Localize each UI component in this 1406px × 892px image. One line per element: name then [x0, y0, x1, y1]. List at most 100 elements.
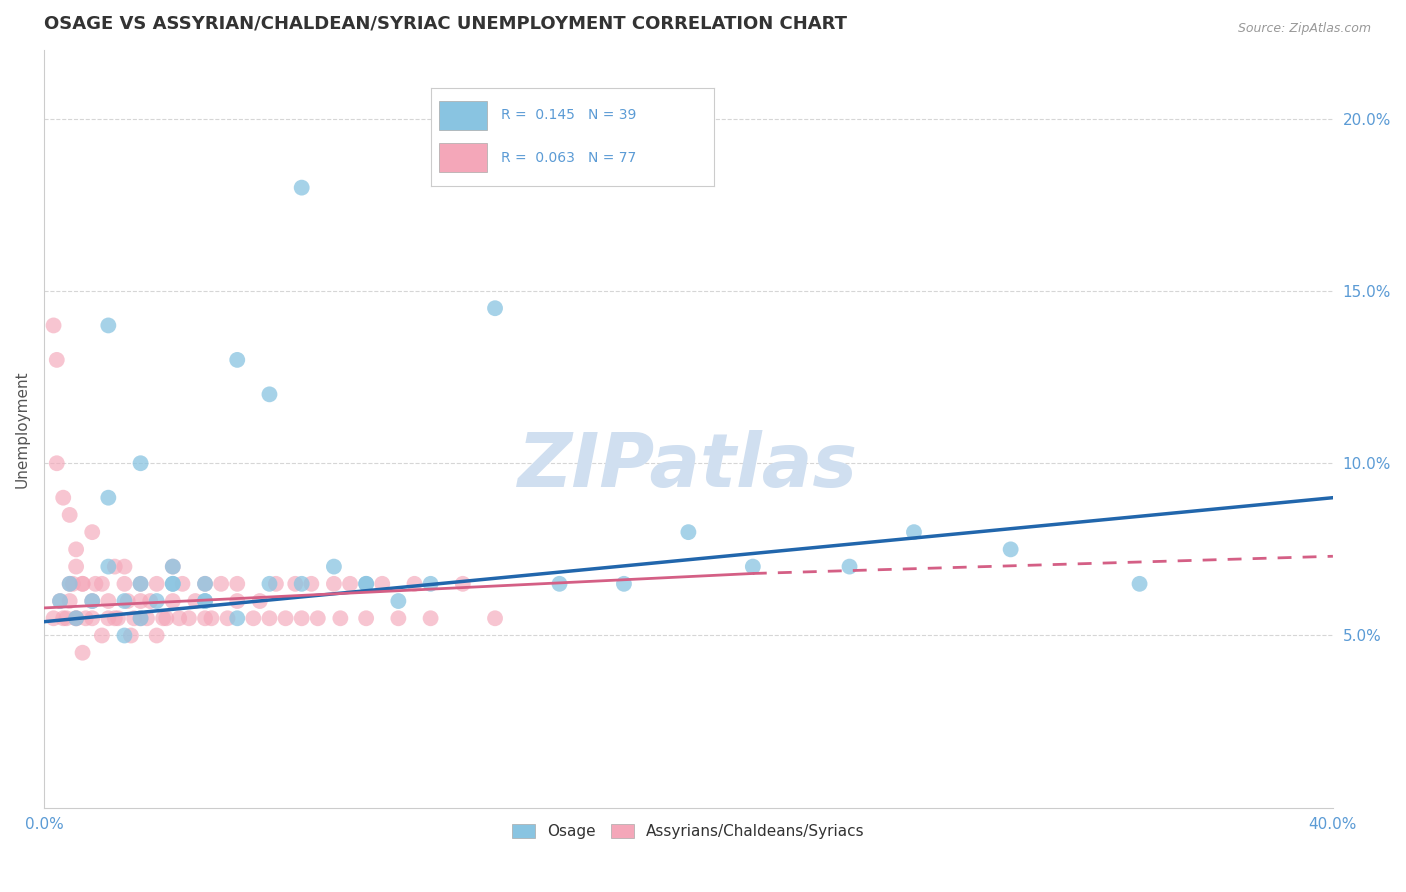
Point: [129, 577, 152, 591]
Point: [404, 577, 426, 591]
Point: [52, 611, 75, 625]
Point: [129, 594, 152, 608]
Point: [451, 577, 474, 591]
Point: [82, 611, 104, 625]
Point: [167, 611, 190, 625]
Point: [59, 594, 82, 608]
Point: [419, 611, 441, 625]
Point: [291, 611, 314, 625]
Point: [291, 577, 314, 591]
Point: [62, 577, 84, 591]
Point: [484, 301, 506, 316]
Point: [259, 387, 281, 401]
Point: [45, 456, 67, 470]
Point: [329, 611, 352, 625]
Point: [97, 559, 120, 574]
Point: [299, 577, 322, 591]
Point: [194, 594, 217, 608]
Point: [104, 559, 127, 574]
Point: [354, 611, 377, 625]
Point: [194, 577, 217, 591]
Point: [42, 611, 65, 625]
Point: [82, 594, 104, 608]
Point: [226, 577, 249, 591]
Point: [129, 577, 152, 591]
Y-axis label: Unemployment: Unemployment: [15, 370, 30, 488]
Point: [55, 611, 77, 625]
Point: [129, 456, 152, 470]
Point: [129, 611, 152, 625]
Point: [107, 611, 129, 625]
Text: OSAGE VS ASSYRIAN/CHALDEAN/SYRIAC UNEMPLOYMENT CORRELATION CHART: OSAGE VS ASSYRIAN/CHALDEAN/SYRIAC UNEMPL…: [44, 15, 846, 33]
Point: [122, 611, 145, 625]
Point: [72, 646, 94, 660]
Point: [194, 577, 217, 591]
Point: [145, 594, 167, 608]
Point: [90, 628, 112, 642]
Point: [65, 559, 87, 574]
Point: [177, 611, 200, 625]
Point: [1000, 542, 1022, 557]
Point: [838, 559, 860, 574]
Point: [139, 594, 162, 608]
Point: [65, 611, 87, 625]
Point: [75, 611, 97, 625]
Point: [65, 542, 87, 557]
Point: [226, 611, 249, 625]
Point: [114, 559, 136, 574]
Point: [259, 577, 281, 591]
Point: [162, 559, 184, 574]
Point: [104, 611, 127, 625]
Point: [172, 577, 194, 591]
Point: [90, 577, 112, 591]
Point: [97, 491, 120, 505]
Point: [322, 577, 344, 591]
Point: [82, 525, 104, 540]
Point: [114, 577, 136, 591]
Point: [162, 577, 184, 591]
Point: [152, 611, 174, 625]
Point: [1128, 577, 1150, 591]
Point: [903, 525, 925, 540]
Point: [52, 491, 75, 505]
Point: [45, 352, 67, 367]
Point: [200, 611, 222, 625]
Point: [155, 611, 177, 625]
Point: [249, 594, 271, 608]
Point: [284, 577, 307, 591]
Point: [484, 611, 506, 625]
Point: [548, 577, 571, 591]
Point: [419, 577, 441, 591]
Point: [387, 594, 409, 608]
Point: [162, 594, 184, 608]
Point: [209, 577, 232, 591]
Point: [264, 577, 287, 591]
Point: [354, 577, 377, 591]
Point: [82, 594, 104, 608]
Point: [120, 628, 142, 642]
Point: [65, 611, 87, 625]
Point: [49, 594, 72, 608]
Point: [72, 577, 94, 591]
Point: [259, 611, 281, 625]
Point: [184, 594, 207, 608]
Point: [129, 611, 152, 625]
Point: [194, 611, 217, 625]
Point: [274, 611, 297, 625]
Point: [42, 318, 65, 333]
Point: [387, 611, 409, 625]
Point: [613, 577, 636, 591]
Text: Source: ZipAtlas.com: Source: ZipAtlas.com: [1237, 22, 1371, 36]
Point: [114, 628, 136, 642]
Point: [72, 577, 94, 591]
Point: [307, 611, 329, 625]
Point: [162, 577, 184, 591]
Point: [678, 525, 700, 540]
Point: [65, 611, 87, 625]
Point: [322, 559, 344, 574]
Point: [97, 611, 120, 625]
Point: [194, 594, 217, 608]
Point: [339, 577, 361, 591]
Point: [59, 577, 82, 591]
Point: [136, 611, 159, 625]
